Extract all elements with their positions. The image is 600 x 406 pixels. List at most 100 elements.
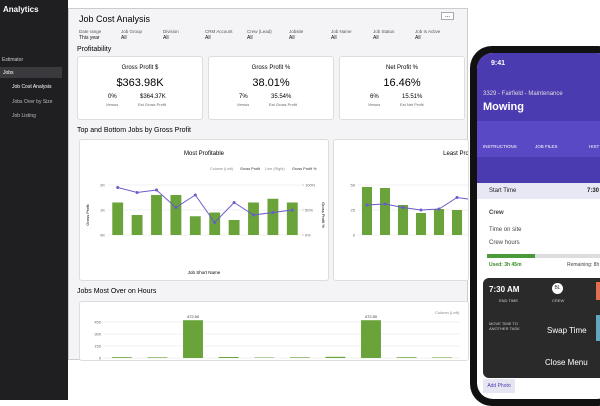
line-point xyxy=(194,194,197,197)
chip xyxy=(596,315,600,341)
bar xyxy=(380,188,390,235)
bar xyxy=(325,357,345,358)
y2-tick-label: 50% xyxy=(305,208,313,213)
line-point xyxy=(384,203,387,206)
kpi-title: Net Profit % xyxy=(340,65,464,71)
legend-entry: Line (Right) xyxy=(265,167,285,171)
y-tick-label: 2K xyxy=(100,183,105,188)
group-row[interactable]: Jobs xyxy=(0,67,62,78)
app-title: Analytics xyxy=(3,5,39,14)
y2-tick-label: 0% xyxy=(305,233,311,238)
progress xyxy=(487,254,600,258)
page-title: Job Cost Analysis xyxy=(79,14,150,24)
filter-value: All xyxy=(415,35,421,41)
tab[interactable]: JOB FILES xyxy=(535,144,558,149)
y-tick-label: 0 xyxy=(99,356,102,361)
tab[interactable]: HIST xyxy=(589,144,599,149)
filter-value: All xyxy=(247,35,253,41)
filter-label: Division xyxy=(163,29,179,34)
line-point xyxy=(291,209,294,212)
group: Jobs xyxy=(3,70,14,76)
add-photo[interactable]: Add Photo xyxy=(483,379,515,393)
kpi-change-label: Versus xyxy=(237,102,249,107)
chart-title: Most Profitable xyxy=(184,151,225,157)
nav-item[interactable]: Jobs Over by Size xyxy=(12,99,53,105)
line-point xyxy=(252,214,255,217)
nav-item[interactable]: Job Listing xyxy=(12,113,36,119)
line-point xyxy=(456,196,459,199)
line-point xyxy=(402,206,405,209)
kpi-change-label: Versus xyxy=(368,102,380,107)
label: Crew hours xyxy=(489,240,520,246)
label: Start Time xyxy=(489,188,516,194)
legend-entry: Gross Profit % xyxy=(292,167,317,171)
chart-title: Least Profitable xyxy=(443,151,469,157)
chart-card: Most Profitable Column (Left) Gross Profit… xyxy=(79,139,329,281)
legend-entry: Column (Left) xyxy=(435,310,460,315)
line-point xyxy=(271,211,274,214)
bar xyxy=(452,210,462,235)
line-point xyxy=(213,221,216,224)
bar xyxy=(183,320,203,358)
line-point xyxy=(366,204,369,207)
kpi-title: Gross Profit % xyxy=(209,65,333,71)
bar xyxy=(112,357,132,358)
bar xyxy=(147,357,167,358)
bar xyxy=(416,213,426,235)
data-label: 472.50 xyxy=(187,314,200,319)
y2-tick-label: 100% xyxy=(305,183,316,188)
bar xyxy=(432,357,452,358)
kpi-value: $363.98K xyxy=(78,77,202,89)
bar xyxy=(151,195,162,235)
chart: Least Profitable02550 xyxy=(334,140,469,280)
filter-value: This year xyxy=(79,35,100,41)
kpi-change: 6% xyxy=(370,94,379,100)
kpi-estimate: $364.37K xyxy=(140,94,166,100)
filter-value: All xyxy=(373,35,379,41)
menu-button[interactable]: ... xyxy=(441,12,454,20)
tabs xyxy=(477,121,600,157)
value: 7:30 xyxy=(587,188,599,194)
bar xyxy=(287,203,298,236)
line-point xyxy=(420,209,423,212)
task: Mowing xyxy=(483,101,524,113)
y2-axis-label: Gross Profit % xyxy=(321,202,326,228)
section-title: Jobs Most Over on Hours xyxy=(77,288,156,295)
end-label: END TIME xyxy=(499,298,518,303)
phone: 9:41 3329 - Fairfield - Maintenance Mowi… xyxy=(470,46,600,406)
y-tick-label: 150 xyxy=(94,344,101,349)
close-button[interactable]: Close Menu xyxy=(545,358,588,367)
tab[interactable]: INSTRUCTIONS xyxy=(483,144,517,149)
line-point xyxy=(136,191,139,194)
kpi-estimate-label: Est Gross Profit xyxy=(269,102,297,107)
filter-label: CRM Account xyxy=(205,29,233,34)
bar xyxy=(362,187,372,235)
label: Time on site xyxy=(489,227,521,233)
nav-item[interactable]: Job Cost Analysis xyxy=(12,84,51,90)
bar xyxy=(190,216,201,235)
data-label: 472.50 xyxy=(365,314,378,319)
section-title: Profitability xyxy=(77,46,111,53)
y-tick-label: 1K xyxy=(100,208,105,213)
filter-label: Date range xyxy=(79,29,101,34)
bar xyxy=(248,203,259,236)
swap-button[interactable]: Swap Time xyxy=(547,326,587,335)
used: Used: 3h 45m xyxy=(489,262,522,268)
bar xyxy=(267,199,278,235)
job: 3329 - Fairfield - Maintenance xyxy=(483,91,563,97)
crew-badge: BL xyxy=(552,283,563,294)
filter-label: Job Is Active xyxy=(415,29,440,34)
kpi-change-label: Versus xyxy=(106,102,118,107)
y-tick-label: 0 xyxy=(353,233,356,238)
filter-label: Jobsite xyxy=(289,29,303,34)
line-point xyxy=(438,208,441,211)
kpi-estimate-label: Est Net Profit xyxy=(400,102,424,107)
legend-entry: Column (Left) xyxy=(210,167,234,171)
chart: Most Profitable Column (Left) Gross Profit… xyxy=(80,140,328,280)
kpi-value: 16.46% xyxy=(340,77,464,89)
